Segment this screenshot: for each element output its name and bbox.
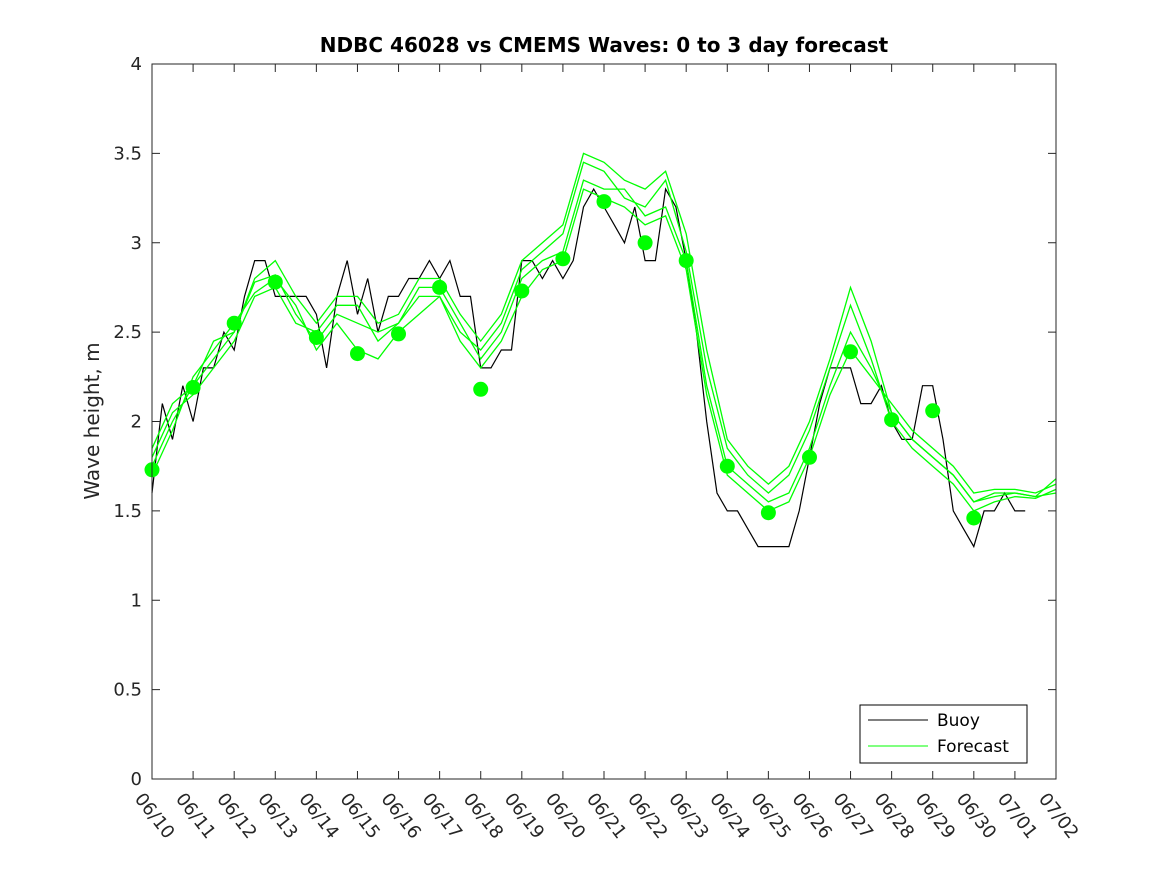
x-tick-label: 06/20 bbox=[541, 789, 589, 843]
y-tick-label: 1 bbox=[131, 590, 142, 611]
legend: Buoy Forecast bbox=[859, 704, 1028, 764]
y-tick-label: 3.5 bbox=[113, 143, 142, 164]
forecast-marker bbox=[267, 274, 283, 290]
x-tick-label: 07/02 bbox=[1034, 789, 1082, 843]
y-tick-label: 0.5 bbox=[113, 680, 142, 701]
forecast-marker bbox=[637, 235, 653, 251]
legend-label-forecast: Forecast bbox=[937, 737, 1009, 757]
x-tick-label: 06/22 bbox=[623, 789, 671, 843]
y-tick-label: 3 bbox=[131, 233, 142, 254]
x-tick-label: 06/28 bbox=[870, 789, 918, 843]
x-tick-label: 06/17 bbox=[418, 789, 466, 843]
x-tick-label: 06/29 bbox=[911, 789, 959, 843]
x-tick-label: 06/30 bbox=[952, 789, 1000, 843]
forecast-marker bbox=[391, 326, 406, 342]
y-tick-label: 1.5 bbox=[113, 501, 142, 522]
x-tick-label: 06/24 bbox=[705, 789, 753, 843]
forecast-marker bbox=[884, 412, 900, 428]
forecast-marker bbox=[719, 458, 735, 474]
x-tick-label: 06/27 bbox=[829, 789, 877, 843]
series-layer bbox=[144, 152, 1057, 549]
forecast-marker bbox=[432, 279, 448, 295]
x-tick-label: 06/10 bbox=[130, 789, 178, 843]
y-tick-label: 2 bbox=[131, 412, 142, 433]
forecast-marker bbox=[514, 283, 530, 299]
x-tick-label: 06/13 bbox=[253, 789, 301, 843]
x-tick-label: 06/15 bbox=[336, 789, 384, 843]
x-tick-label: 06/23 bbox=[664, 789, 712, 843]
x-tick-label: 06/14 bbox=[294, 789, 342, 843]
x-tick-label: 06/26 bbox=[788, 789, 836, 843]
x-tick-label: 06/16 bbox=[377, 789, 425, 843]
forecast-marker bbox=[473, 381, 489, 397]
y-tick-label: 4 bbox=[131, 54, 142, 75]
x-tick-label: 06/21 bbox=[582, 789, 630, 843]
x-tick-label: 07/01 bbox=[993, 789, 1041, 843]
forecast-marker bbox=[925, 403, 941, 419]
forecast-marker bbox=[760, 505, 776, 521]
x-tick-label: 06/19 bbox=[500, 789, 548, 843]
forecast-marker bbox=[966, 510, 982, 526]
forecast-marker bbox=[308, 330, 324, 345]
forecast-series-line bbox=[151, 152, 1057, 503]
x-tick-label: 06/11 bbox=[171, 789, 219, 843]
x-tick-label: 06/18 bbox=[459, 789, 507, 843]
forecast-marker bbox=[802, 449, 817, 465]
forecast-marker bbox=[350, 346, 365, 362]
forecast-marker bbox=[843, 344, 858, 360]
x-tick-label: 06/12 bbox=[212, 789, 260, 843]
legend-box bbox=[859, 704, 1028, 764]
forecast-marker bbox=[596, 194, 612, 210]
forecast-marker bbox=[226, 315, 242, 331]
x-tick-label: 06/25 bbox=[746, 789, 794, 843]
forecast-marker bbox=[555, 251, 571, 267]
chart-title: NDBC 46028 vs CMEMS Waves: 0 to 3 day fo… bbox=[320, 33, 889, 57]
y-tick-label: 0 bbox=[131, 769, 142, 790]
forecast-series-line bbox=[151, 161, 1057, 512]
legend-label-buoy: Buoy bbox=[937, 711, 980, 731]
forecast-marker bbox=[678, 253, 694, 269]
y-axis-label: Wave height, m bbox=[80, 342, 104, 499]
forecast-marker bbox=[185, 380, 201, 395]
y-tick-label: 2.5 bbox=[113, 322, 142, 343]
